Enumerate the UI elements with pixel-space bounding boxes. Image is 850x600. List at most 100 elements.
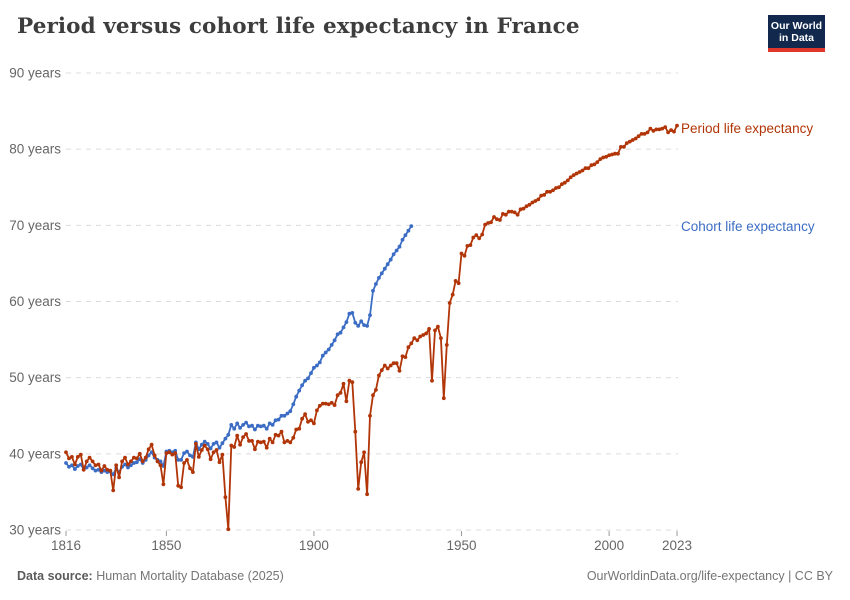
period-point-1949[interactable]: [456, 281, 461, 286]
period-point-1919[interactable]: [368, 413, 372, 418]
period-point-1981[interactable]: [551, 188, 555, 193]
period-point-1899[interactable]: [309, 418, 313, 423]
period-point-1996[interactable]: [595, 160, 600, 165]
period-point-1878[interactable]: [247, 439, 251, 443]
period-point-1890[interactable]: [282, 440, 287, 445]
cohort-point-1877[interactable]: [244, 420, 249, 425]
period-point-1864[interactable]: [205, 447, 210, 452]
period-point-1863[interactable]: [202, 443, 207, 448]
period-point-1854[interactable]: [176, 483, 181, 488]
period-point-2011[interactable]: [639, 132, 644, 136]
period-point-1942[interactable]: [436, 324, 440, 329]
period-point-2001[interactable]: [610, 152, 614, 157]
cohort-point-1862[interactable]: [199, 442, 204, 447]
period-point-1985[interactable]: [562, 180, 567, 185]
cohort-point-1901[interactable]: [315, 363, 319, 368]
period-point-1992[interactable]: [583, 166, 588, 171]
series-label-period[interactable]: Period life expectancy: [681, 121, 814, 136]
period-point-1921[interactable]: [374, 388, 378, 392]
period-point-1901[interactable]: [315, 408, 319, 413]
period-point-1902[interactable]: [317, 403, 322, 408]
period-point-1891[interactable]: [285, 439, 290, 443]
period-point-1861[interactable]: [196, 455, 201, 459]
period-point-1935[interactable]: [415, 338, 420, 343]
series-label-cohort[interactable]: Cohort life expectancy: [681, 219, 815, 234]
period-point-2010[interactable]: [636, 134, 641, 139]
period-point-1912[interactable]: [347, 378, 352, 383]
cohort-point-1933[interactable]: [409, 224, 414, 229]
period-point-1828[interactable]: [99, 468, 104, 473]
cohort-point-1824[interactable]: [87, 463, 92, 468]
period-point-1834[interactable]: [117, 475, 121, 480]
cohort-point-1836[interactable]: [123, 462, 127, 467]
period-point-1826[interactable]: [93, 463, 98, 468]
period-point-1937[interactable]: [421, 333, 426, 337]
period-point-1952[interactable]: [465, 244, 470, 248]
period-point-2004[interactable]: [619, 145, 623, 149]
period-point-1945[interactable]: [444, 343, 449, 347]
cohort-point-1870[interactable]: [223, 436, 228, 441]
cohort-point-1881[interactable]: [256, 423, 260, 428]
period-point-1998[interactable]: [601, 155, 606, 160]
cohort-point-1863[interactable]: [202, 439, 207, 444]
cohort-point-1885[interactable]: [267, 421, 272, 426]
cohort-point-1887[interactable]: [273, 418, 278, 423]
cohort-point-1924[interactable]: [382, 266, 387, 271]
cohort-point-1923[interactable]: [379, 271, 384, 276]
period-point-1971[interactable]: [521, 206, 526, 211]
cohort-point-1915[interactable]: [356, 324, 361, 328]
period-point-1947[interactable]: [450, 292, 455, 297]
period-point-1879[interactable]: [250, 439, 254, 443]
period-point-1904[interactable]: [323, 401, 328, 406]
cohort-point-1880[interactable]: [253, 427, 257, 432]
period-point-1820[interactable]: [75, 455, 80, 459]
period-point-1868[interactable]: [217, 460, 222, 465]
period-point-1962[interactable]: [495, 217, 499, 222]
cohort-point-1905[interactable]: [326, 347, 331, 352]
period-point-1930[interactable]: [400, 354, 405, 359]
period-point-1877[interactable]: [244, 432, 249, 436]
period-point-1895[interactable]: [297, 426, 302, 431]
period-point-1818[interactable]: [70, 455, 74, 459]
period-point-1917[interactable]: [362, 450, 366, 455]
cohort-point-1876[interactable]: [241, 423, 246, 427]
period-point-1968[interactable]: [512, 210, 517, 215]
period-point-1990[interactable]: [577, 170, 582, 174]
period-point-1959[interactable]: [486, 221, 490, 225]
cohort-point-1858[interactable]: [188, 453, 192, 458]
period-point-2016[interactable]: [654, 127, 659, 132]
cohort-point-1928[interactable]: [394, 248, 399, 253]
cohort-point-1855[interactable]: [179, 458, 184, 462]
cohort-point-1927[interactable]: [391, 252, 396, 257]
cohort-point-1837[interactable]: [126, 465, 130, 470]
period-point-2021[interactable]: [669, 128, 673, 133]
period-point-1911[interactable]: [344, 399, 349, 404]
period-point-1993[interactable]: [586, 166, 591, 171]
period-point-1832[interactable]: [111, 488, 116, 493]
period-point-1970[interactable]: [518, 207, 523, 212]
cohort-point-1848[interactable]: [158, 459, 163, 464]
period-point-1920[interactable]: [371, 393, 375, 398]
period-point-1869[interactable]: [220, 452, 225, 457]
cohort-point-1907[interactable]: [332, 338, 337, 343]
period-point-1958[interactable]: [483, 222, 487, 227]
period-point-1905[interactable]: [326, 402, 331, 407]
cohort-point-1875[interactable]: [238, 426, 243, 430]
cohort-point-1818[interactable]: [70, 463, 74, 468]
cohort-point-1827[interactable]: [96, 467, 101, 472]
cohort-point-1918[interactable]: [365, 324, 369, 328]
period-point-2002[interactable]: [613, 151, 617, 156]
period-point-1844[interactable]: [146, 447, 151, 452]
cohort-point-1878[interactable]: [247, 424, 251, 429]
period-point-2019[interactable]: [663, 125, 668, 129]
period-point-1835[interactable]: [120, 459, 124, 464]
period-point-2007[interactable]: [627, 139, 632, 144]
period-point-2005[interactable]: [622, 145, 626, 149]
period-point-1933[interactable]: [409, 341, 414, 346]
period-point-1963[interactable]: [498, 218, 502, 222]
period-point-1848[interactable]: [158, 463, 163, 468]
period-point-1994[interactable]: [589, 163, 594, 168]
cohort-point-1819[interactable]: [73, 467, 77, 471]
period-point-1979[interactable]: [545, 189, 549, 194]
period-point-1892[interactable]: [288, 440, 293, 445]
